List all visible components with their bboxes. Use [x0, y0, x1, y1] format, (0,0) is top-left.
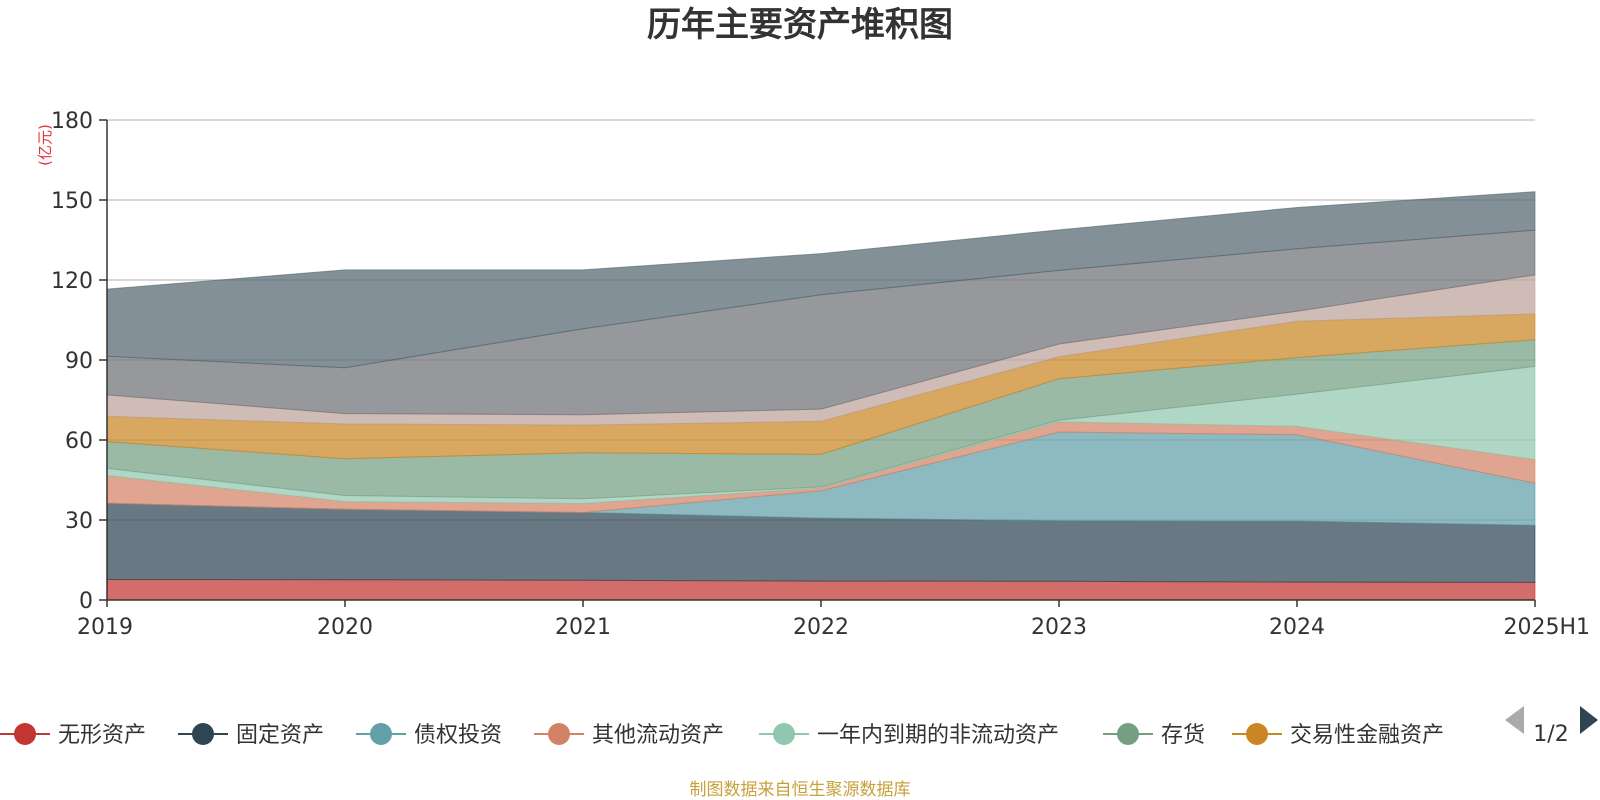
legend-pager: 1/2: [1505, 706, 1598, 747]
legend-label: 一年内到期的非流动资产: [817, 723, 1059, 748]
y-tick-label: 180: [51, 109, 93, 134]
legend-item[interactable]: 存货: [1103, 723, 1205, 748]
legend-label: 债权投资: [414, 723, 502, 748]
legend-item[interactable]: 固定资产: [178, 723, 324, 748]
legend-dot-icon: [773, 723, 795, 745]
legend-label: 固定资产: [236, 723, 324, 748]
legend-label: 其他流动资产: [592, 723, 724, 748]
legend-item[interactable]: 债权投资: [356, 723, 502, 748]
y-tick-labels: 0 30 60 90 120 150 180: [51, 109, 93, 614]
legend-next-page-icon[interactable]: [1580, 706, 1598, 734]
chart-title: 历年主要资产堆积图: [647, 5, 953, 45]
y-axis-unit: (亿元): [36, 124, 54, 166]
legend-label: 无形资产: [58, 723, 146, 748]
legend-item[interactable]: 无形资产: [0, 723, 146, 748]
legend-prev-page-icon[interactable]: [1505, 706, 1524, 734]
legend-item[interactable]: 其他流动资产: [534, 723, 724, 748]
x-tick-label: 2019: [77, 615, 133, 640]
legend-item[interactable]: 一年内到期的非流动资产: [759, 723, 1059, 748]
y-tick-label: 30: [65, 509, 93, 534]
x-tick-labels: 2019 2020 2021 2022 2023 2024 2025H1: [77, 600, 1590, 640]
y-tick-label: 60: [65, 429, 93, 454]
x-tick-label: 2024: [1269, 615, 1325, 640]
x-tick-label: 2023: [1031, 615, 1087, 640]
legend: 无形资产 固定资产 债权投资 其他流动资产 一年内到期的非流动资产 存货 交易性金融资产: [0, 723, 1444, 748]
legend-dot-icon: [1246, 723, 1268, 745]
legend-dot-icon: [1117, 723, 1139, 745]
legend-item[interactable]: 交易性金融资产: [1232, 723, 1444, 748]
legend-page-indicator: 1/2: [1533, 722, 1568, 747]
y-tick-label: 0: [79, 589, 93, 614]
legend-dot-icon: [14, 723, 36, 745]
y-tick-label: 150: [51, 189, 93, 214]
area-layers: [106, 191, 1536, 601]
y-tick-label: 90: [65, 349, 93, 374]
legend-dot-icon: [192, 723, 214, 745]
legend-dot-icon: [548, 723, 570, 745]
area-series: [106, 191, 1536, 369]
x-tick-label: 2022: [793, 615, 849, 640]
x-tick-label: 2021: [555, 615, 611, 640]
legend-dot-icon: [370, 723, 392, 745]
x-tick-label: 2025H1: [1503, 615, 1590, 640]
legend-label: 交易性金融资产: [1290, 723, 1444, 748]
legend-label: 存货: [1161, 723, 1205, 748]
data-source-note: 制图数据来自恒生聚源数据库: [690, 780, 911, 800]
y-tick-label: 120: [51, 269, 93, 294]
x-tick-label: 2020: [317, 615, 373, 640]
